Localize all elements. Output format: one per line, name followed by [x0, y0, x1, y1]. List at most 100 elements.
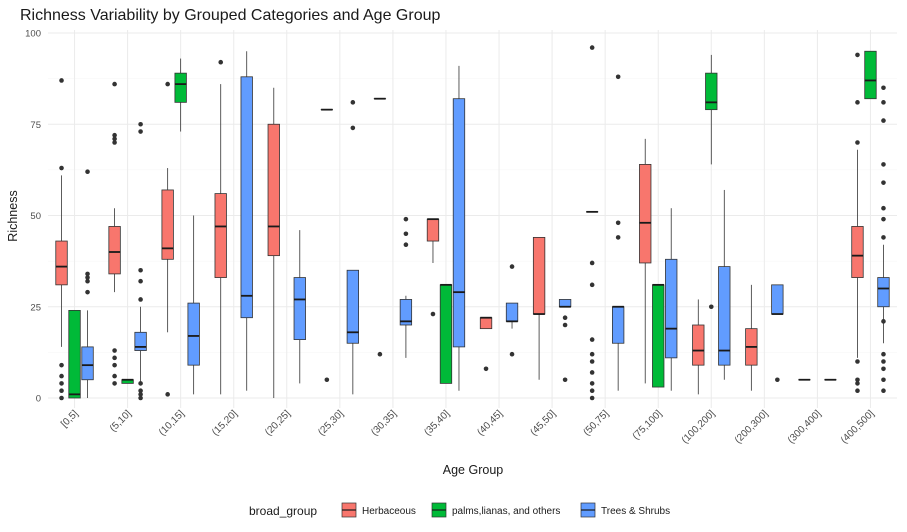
box-body: [55, 240, 68, 286]
outlier-point: [562, 315, 568, 321]
outlier-point: [589, 359, 595, 364]
outlier-point: [138, 267, 143, 273]
outlier-point: [881, 388, 886, 394]
outlier-point: [881, 180, 886, 185]
outlier-point: [589, 45, 595, 50]
x-tick-label: (40,45]: [475, 408, 505, 438]
outlier-point: [708, 304, 714, 310]
outlier-point: [430, 311, 436, 317]
box-body: [134, 331, 147, 351]
outlier-point: [59, 78, 64, 83]
outlier-point: [855, 377, 860, 383]
box-body: [877, 277, 890, 308]
outlier-point: [59, 388, 64, 394]
outlier-point: [881, 359, 886, 364]
outlier-point: [403, 231, 409, 237]
outlier-point: [403, 216, 409, 222]
outlier-point: [112, 132, 117, 138]
box-group: [121, 378, 134, 384]
box-group: [240, 51, 253, 391]
legend-label: Herbaceous: [362, 506, 416, 517]
outlier-point: [350, 100, 356, 105]
x-tick-label: (15,20]: [210, 408, 240, 438]
outlier-point: [509, 264, 515, 269]
box-group: [665, 208, 678, 391]
box-group: [718, 189, 731, 380]
box-group: [532, 236, 546, 380]
y-tick-label: 25: [30, 302, 41, 313]
box-group: [612, 74, 625, 391]
x-tick-labels: [0,5] (5,10] (10,15] (15,20] (20,25] (25,30] (…: [59, 408, 877, 446]
outlier-point: [138, 278, 143, 284]
outlier-point: [112, 373, 117, 379]
box-group: [652, 283, 665, 388]
box-body: [639, 163, 652, 264]
outlier-point: [855, 359, 860, 364]
box-group: [586, 45, 599, 401]
outlier-point: [775, 377, 780, 383]
outlier-point: [138, 392, 143, 397]
chart-title: Richness Variability by Grouped Categori…: [20, 7, 440, 24]
legend-label: Trees & Shrubs: [601, 506, 670, 517]
outlier-point: [509, 351, 515, 357]
outlier-point: [483, 366, 489, 372]
outlier-point: [881, 85, 886, 91]
box-group: [864, 50, 877, 100]
outlier-point: [881, 205, 886, 211]
box-body: [558, 299, 572, 308]
box-group: [346, 100, 359, 395]
box-group: [187, 215, 200, 395]
x-tick-label: (50,75]: [581, 408, 611, 438]
box-body: [187, 302, 200, 366]
outlier-point: [881, 235, 886, 240]
box-body: [705, 72, 718, 111]
legend-label: palms,lianas, and others: [452, 506, 560, 517]
outlier-point: [165, 392, 170, 397]
outlier-point: [855, 381, 860, 386]
boxes-layer: [55, 45, 890, 401]
box-group: [174, 58, 187, 132]
box-body: [652, 284, 665, 388]
box-body: [505, 302, 519, 322]
outlier-point: [881, 162, 886, 167]
box-group: [293, 230, 306, 384]
outlier-point: [881, 100, 886, 105]
box-body: [174, 72, 187, 103]
y-tick-labels: 0 25 50 75 100: [25, 29, 41, 405]
outlier-point: [138, 388, 143, 394]
box-body: [108, 226, 121, 275]
box-group: [452, 65, 466, 391]
box-body: [665, 258, 678, 359]
box-body: [81, 346, 94, 381]
outlier-point: [589, 381, 595, 386]
outlier-point: [112, 81, 117, 87]
x-tick-label: (300,400]: [786, 408, 824, 446]
outlier-point: [112, 136, 117, 142]
legend-item: palms,lianas, and others: [431, 502, 560, 518]
box-group: [745, 284, 758, 391]
outlier-point: [112, 140, 117, 145]
x-tick-label: (200,300]: [733, 408, 771, 446]
x-tick-label: (75,100]: [631, 408, 665, 442]
box-body: [346, 269, 359, 344]
outlier-point: [324, 377, 330, 383]
outlier-point: [85, 275, 90, 280]
outlier-point: [377, 351, 383, 357]
outlier-point: [589, 395, 595, 401]
box-group: [479, 316, 493, 372]
box-body: [439, 284, 453, 384]
y-tick-label: 50: [30, 211, 41, 222]
outlier-point: [138, 129, 143, 134]
box-group: [373, 97, 387, 357]
outlier-point: [138, 381, 143, 386]
outlier-point: [165, 81, 170, 87]
x-tick-label: (45,50]: [528, 408, 558, 438]
x-tick-label: (400,500]: [839, 408, 877, 446]
box-group: [705, 54, 718, 310]
box-body: [267, 123, 280, 257]
box-group: [505, 264, 519, 357]
outlier-point: [855, 388, 860, 394]
box-body: [718, 266, 731, 366]
box-group: [81, 169, 94, 398]
